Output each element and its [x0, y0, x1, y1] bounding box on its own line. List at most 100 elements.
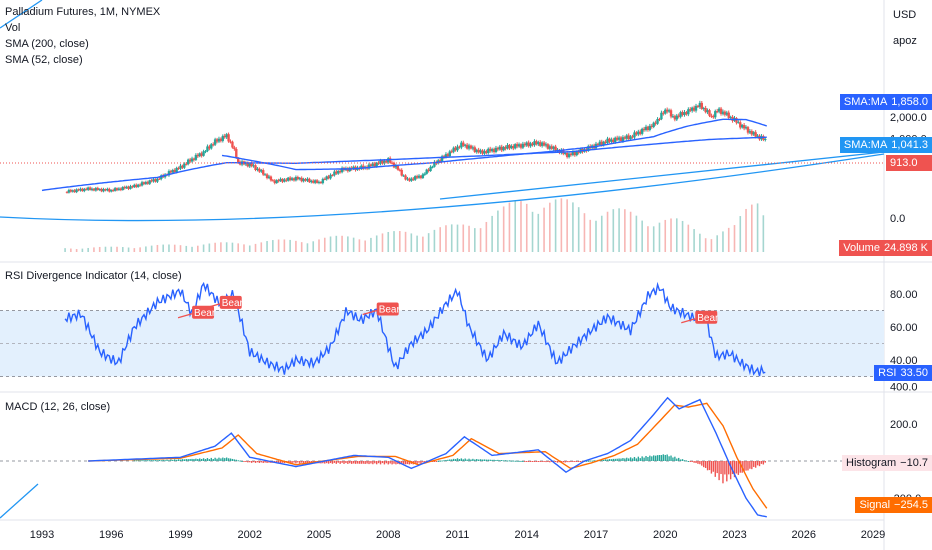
macd-histogram-bar — [333, 461, 336, 463]
macd-histogram-bar — [299, 461, 301, 464]
macd-histogram-bar — [414, 461, 416, 464]
signal-tag-value: −254.5 — [894, 499, 928, 511]
macd-histogram-bar — [395, 461, 397, 465]
macd-histogram-bar — [728, 461, 730, 475]
macd-histogram-bar — [676, 458, 678, 461]
time-tick-label: 2029 — [861, 529, 885, 541]
scale-mode-label[interactable]: apoz — [893, 35, 917, 47]
price-candle — [304, 179, 307, 181]
price-candle — [402, 175, 405, 177]
price-candle — [700, 102, 703, 109]
macd-histogram-bar — [347, 461, 349, 464]
macd-histogram-bar — [402, 461, 405, 465]
volume-bar — [295, 240, 297, 252]
macd-histogram-bar — [608, 459, 611, 461]
price-candle — [235, 149, 238, 158]
price-candle — [614, 137, 617, 143]
macd-pane-title[interactable]: MACD (12, 26, close) — [5, 401, 111, 413]
macd-histogram-bar — [689, 461, 691, 462]
macd-histogram-bar — [485, 459, 488, 461]
price-candle — [519, 144, 523, 148]
macd-histogram-bar — [279, 461, 282, 464]
price-candle — [279, 178, 282, 182]
price-candle — [650, 125, 653, 127]
volume-tag-value: 24.898 K — [883, 242, 928, 254]
volume-bar — [710, 239, 713, 252]
volume-bar — [121, 247, 124, 252]
price-candle — [333, 171, 336, 176]
price-candle — [111, 189, 115, 191]
macd-histogram-bar — [674, 456, 676, 461]
macd-histogram-bar — [493, 459, 495, 461]
price-candle — [200, 153, 203, 156]
price-candle — [644, 126, 648, 131]
macd-histogram-bar — [526, 461, 528, 462]
volume-bar — [81, 248, 84, 252]
price-candle — [194, 154, 198, 160]
volume-bar — [150, 245, 153, 252]
volume-bar — [358, 239, 361, 252]
bear-label: Bear — [379, 305, 401, 316]
symbol-title[interactable]: Palladium Futures, 1M, NYMEX — [5, 6, 161, 18]
price-candle — [121, 187, 124, 191]
price-candle — [102, 189, 105, 192]
price-candle — [298, 177, 301, 180]
price-candle — [269, 176, 273, 181]
price-candle — [646, 126, 650, 130]
volume-bar — [127, 247, 130, 252]
price-candle — [246, 163, 250, 167]
macd-histogram-bar — [716, 461, 718, 474]
macd-histogram-bar — [289, 461, 291, 463]
price-candle — [475, 149, 478, 153]
volume-bar — [422, 236, 424, 252]
macd-histogram-bar — [231, 458, 234, 461]
price-candle — [746, 127, 750, 133]
volume-bar — [404, 231, 407, 252]
macd-histogram-bar — [489, 459, 491, 461]
macd-histogram-bar — [574, 461, 576, 462]
sma52-indicator-label[interactable]: SMA (52, close) — [5, 54, 83, 66]
macd-histogram-bar — [356, 461, 359, 464]
macd-histogram-bar — [133, 460, 136, 462]
macd-histogram-bar — [162, 459, 164, 461]
price-candle — [183, 163, 186, 168]
price-candle — [396, 165, 400, 170]
macd-histogram-bar — [616, 458, 618, 461]
price-candle — [610, 139, 613, 142]
price-candle — [496, 147, 500, 150]
price-candle — [233, 147, 236, 150]
price-candle — [712, 116, 715, 118]
price-candle — [704, 108, 707, 113]
price-candle — [710, 115, 713, 117]
price-candle — [219, 138, 223, 141]
volume-bar — [549, 202, 551, 252]
price-candle — [204, 151, 207, 153]
volume-bar — [254, 243, 257, 252]
price-candle — [737, 122, 740, 124]
macd-histogram-bar — [466, 459, 468, 461]
volume-bar — [116, 246, 118, 252]
volume-bar — [248, 245, 251, 252]
price-candle — [181, 165, 184, 168]
volume-bar — [439, 227, 441, 252]
macd-histogram-bar — [620, 458, 622, 461]
macd-histogram-bar — [306, 461, 309, 464]
price-candle — [702, 108, 705, 110]
volume-bar — [352, 237, 355, 252]
price-candle — [619, 137, 623, 141]
macd-histogram-bar — [687, 461, 690, 462]
price-candle — [223, 135, 226, 138]
macd-histogram-bar — [343, 461, 345, 464]
currency-label[interactable]: USD — [893, 9, 917, 21]
macd-tick-label: 400.0 — [890, 382, 918, 394]
rsi-pane-title[interactable]: RSI Divergence Indicator (14, close) — [5, 270, 182, 282]
price-candle — [692, 107, 696, 111]
price-candle — [602, 141, 605, 145]
vol-indicator-label[interactable]: Vol — [5, 22, 21, 34]
price-candle — [383, 160, 386, 164]
price-candle — [683, 112, 686, 115]
price-candle — [654, 122, 657, 124]
sma200-indicator-label[interactable]: SMA (200, close) — [5, 38, 89, 50]
macd-histogram-bar — [483, 459, 486, 461]
price-candle — [754, 132, 757, 137]
